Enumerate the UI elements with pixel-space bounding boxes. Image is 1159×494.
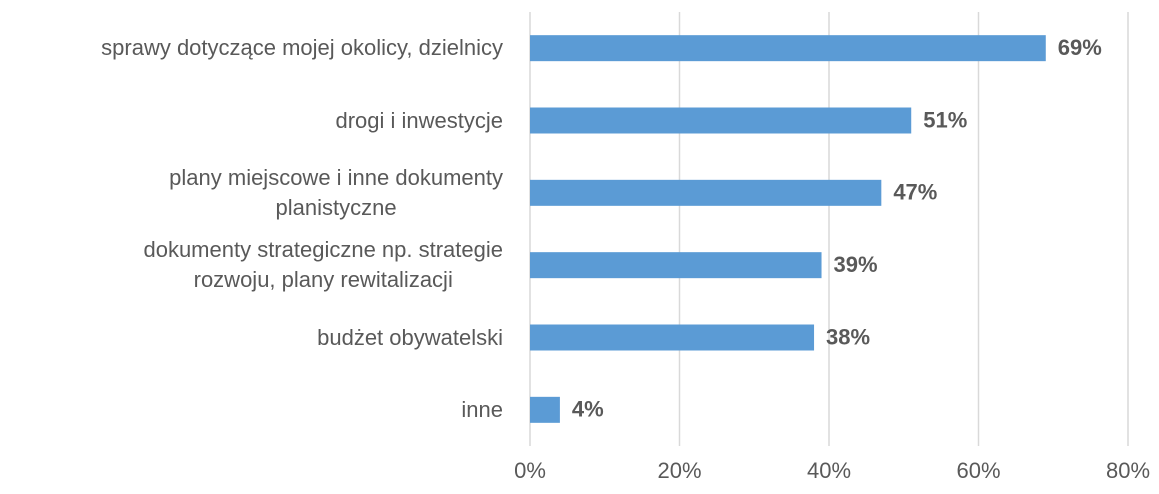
- y-tick-label: drogi i inwestycje: [335, 107, 503, 133]
- category-label-box: budżet obywatelski: [0, 302, 503, 374]
- category-label-box: drogi i inwestycje: [0, 85, 503, 157]
- value-label: 47%: [893, 180, 937, 205]
- y-tick-label: dokumenty strategiczne np. strategie roz…: [143, 237, 503, 293]
- value-label: 4%: [572, 397, 604, 422]
- x-tick-label: 40%: [807, 458, 851, 483]
- y-tick-label: budżet obywatelski: [317, 324, 503, 350]
- bar: [530, 179, 882, 206]
- value-label: 38%: [826, 324, 870, 349]
- x-tick-label: 20%: [657, 458, 701, 483]
- bar: [530, 252, 822, 279]
- value-label: 69%: [1058, 35, 1102, 60]
- x-tick-label: 80%: [1106, 458, 1150, 483]
- x-tick-label: 60%: [956, 458, 1000, 483]
- category-label-box: dokumenty strategiczne np. strategie roz…: [0, 229, 503, 301]
- value-label: 39%: [834, 252, 878, 277]
- bar: [530, 324, 815, 351]
- category-label-box: sprawy dotyczące mojej okolicy, dzielnic…: [0, 12, 503, 84]
- value-label: 51%: [923, 107, 967, 132]
- bar: [530, 107, 912, 134]
- bar: [530, 35, 1046, 62]
- y-tick-label: plany miejscowe i inne dokumenty planist…: [169, 164, 503, 220]
- category-label-box: plany miejscowe i inne dokumenty planist…: [0, 157, 503, 229]
- y-tick-label: inne: [461, 396, 503, 422]
- category-label-box: inne: [0, 374, 503, 446]
- bar: [530, 396, 560, 423]
- x-tick-label: 0%: [514, 458, 546, 483]
- y-tick-label: sprawy dotyczące mojej okolicy, dzielnic…: [101, 35, 503, 61]
